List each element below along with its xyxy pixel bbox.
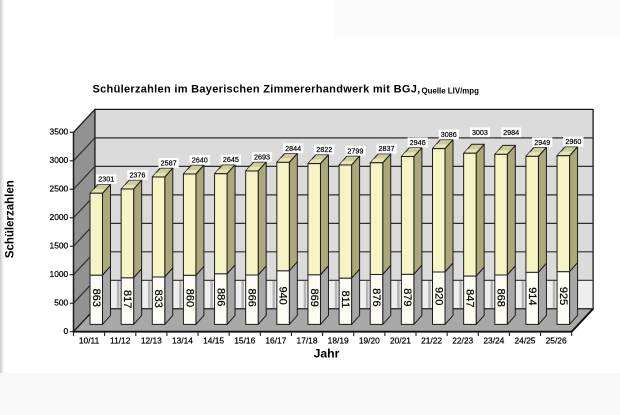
svg-text:2587: 2587 bbox=[161, 158, 177, 167]
svg-text:Schülerzahlen: Schülerzahlen bbox=[5, 180, 17, 258]
svg-text:860: 860 bbox=[183, 289, 195, 307]
svg-text:17/18: 17/18 bbox=[297, 336, 318, 346]
svg-text:2500: 2500 bbox=[50, 184, 69, 194]
svg-text:2949: 2949 bbox=[534, 138, 550, 147]
svg-text:2301: 2301 bbox=[98, 175, 114, 184]
svg-text:1500: 1500 bbox=[50, 241, 69, 251]
svg-text:811: 811 bbox=[339, 291, 351, 309]
svg-text:3003: 3003 bbox=[472, 128, 488, 137]
svg-text:11/12: 11/12 bbox=[110, 336, 131, 346]
svg-text:920: 920 bbox=[432, 287, 444, 305]
svg-text:868: 868 bbox=[495, 288, 507, 306]
svg-text:2000: 2000 bbox=[50, 212, 69, 222]
svg-text:3086: 3086 bbox=[441, 130, 457, 139]
svg-text:2822: 2822 bbox=[316, 145, 332, 154]
svg-text:3000: 3000 bbox=[50, 155, 69, 165]
svg-text:20/21: 20/21 bbox=[390, 336, 411, 346]
svg-text:19/20: 19/20 bbox=[359, 336, 380, 346]
svg-text:14/15: 14/15 bbox=[203, 336, 224, 346]
svg-text:3500: 3500 bbox=[50, 127, 69, 137]
svg-text:886: 886 bbox=[214, 288, 226, 306]
svg-text:879: 879 bbox=[401, 288, 413, 306]
svg-text:12/13: 12/13 bbox=[141, 336, 162, 346]
svg-text:0: 0 bbox=[64, 326, 69, 336]
svg-text:817: 817 bbox=[121, 290, 133, 308]
svg-text:2799: 2799 bbox=[347, 146, 363, 155]
svg-text:876: 876 bbox=[370, 288, 382, 306]
svg-text:24/25: 24/25 bbox=[515, 336, 536, 346]
svg-text:2837: 2837 bbox=[379, 144, 395, 153]
svg-text:914: 914 bbox=[526, 287, 538, 305]
svg-text:2946: 2946 bbox=[410, 138, 426, 147]
svg-text:2984: 2984 bbox=[503, 128, 519, 137]
svg-text:13/14: 13/14 bbox=[172, 336, 193, 346]
svg-text:15/16: 15/16 bbox=[234, 336, 255, 346]
svg-text:940: 940 bbox=[277, 286, 289, 304]
svg-text:1000: 1000 bbox=[50, 269, 69, 279]
svg-text:Quelle LIV/mpg: Quelle LIV/mpg bbox=[422, 87, 480, 96]
svg-text:18/19: 18/19 bbox=[328, 336, 349, 346]
svg-text:863: 863 bbox=[90, 289, 102, 307]
svg-text:21/22: 21/22 bbox=[421, 336, 442, 346]
svg-text:Schülerzahlen im Bayerischen Z: Schülerzahlen im Bayerischen Zimmererhan… bbox=[93, 84, 421, 96]
svg-text:2960: 2960 bbox=[565, 137, 581, 146]
svg-text:500: 500 bbox=[54, 298, 68, 308]
svg-text:866: 866 bbox=[246, 289, 258, 307]
svg-text:2645: 2645 bbox=[223, 155, 239, 164]
svg-text:2693: 2693 bbox=[254, 152, 270, 161]
svg-text:22/23: 22/23 bbox=[452, 336, 473, 346]
svg-text:833: 833 bbox=[152, 289, 164, 307]
svg-text:925: 925 bbox=[557, 287, 569, 305]
svg-text:2376: 2376 bbox=[129, 170, 145, 179]
svg-text:Jahr: Jahr bbox=[314, 346, 340, 360]
svg-text:25/26: 25/26 bbox=[546, 336, 567, 346]
svg-text:2640: 2640 bbox=[192, 155, 208, 164]
svg-text:16/17: 16/17 bbox=[265, 336, 286, 346]
svg-text:847: 847 bbox=[464, 289, 476, 307]
svg-text:869: 869 bbox=[308, 288, 320, 306]
svg-text:23/24: 23/24 bbox=[483, 336, 504, 346]
svg-text:10/11: 10/11 bbox=[79, 336, 100, 346]
svg-text:2844: 2844 bbox=[285, 144, 301, 153]
